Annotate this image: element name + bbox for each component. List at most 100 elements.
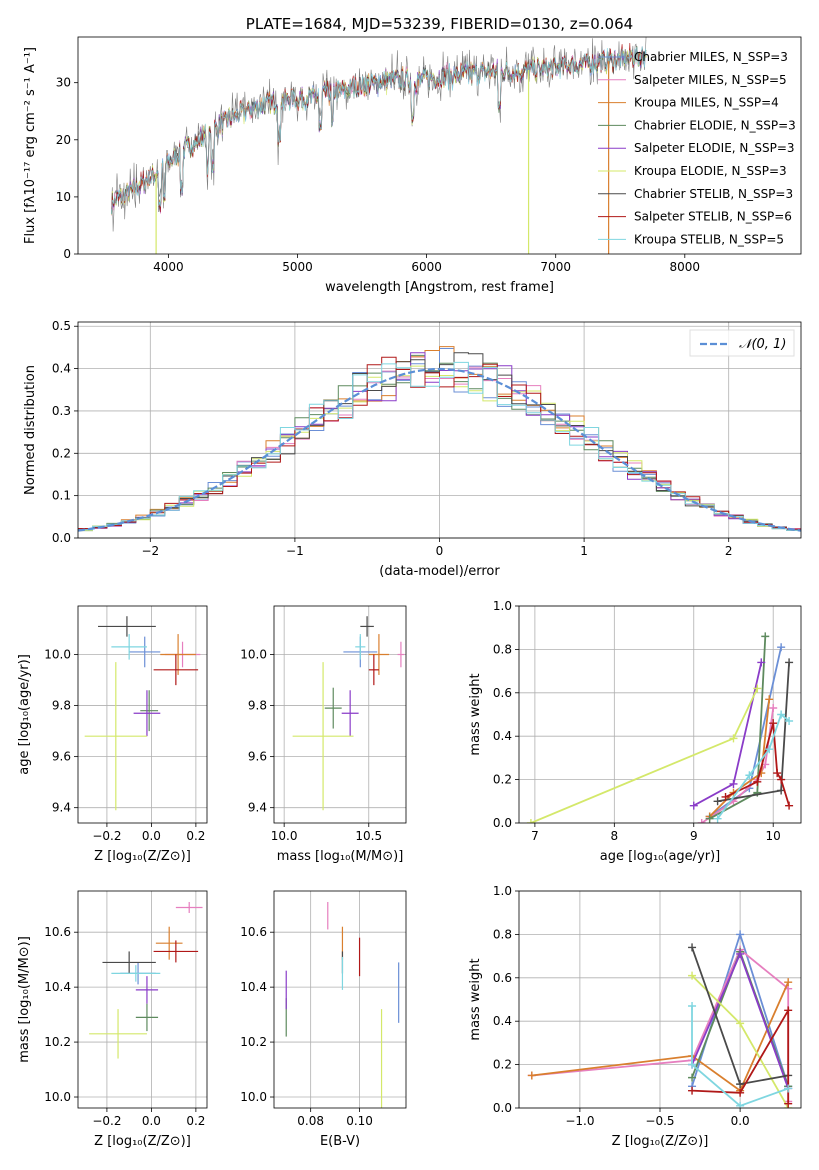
legend-label: 𝒩(0, 1): [739, 337, 786, 352]
y-tick-label: 0.2: [493, 773, 512, 787]
y-axis-label: Normed distribution: [23, 365, 38, 495]
model-spectrum: [111, 46, 647, 215]
weight-marker: [785, 801, 794, 810]
x-axis-label: mass [log₁₀(M/M⊙)]: [277, 849, 404, 864]
weight-marker: [688, 1086, 697, 1095]
y-tick-label: 0.0: [493, 1101, 512, 1115]
y-tick-label: 10.0: [240, 648, 267, 662]
weight_vs_Z-axes: −1.0 −0.5 0.0 0.0 0.2 0.4 0.6 0.8 1.0 Z [log₁₀(Z/…: [468, 884, 802, 1149]
y-tick-label: 0.4: [493, 729, 512, 743]
x-axis-label: Z [log₁₀(Z/Z⊙)]: [94, 1134, 191, 1149]
weight_vs_Z-frame: [518, 890, 802, 1109]
y-tick-label: 0.8: [493, 642, 512, 656]
y-axis-label: Flux [fλ10⁻¹⁷ erg cm⁻² s⁻¹ A⁻¹]: [23, 47, 38, 244]
weight-marker: [527, 1071, 536, 1080]
mass_vs_Z-plot: [89, 901, 203, 1059]
x-tick-label: 6000: [411, 260, 442, 274]
age_vs_mass-frame: [273, 605, 407, 824]
y-tick-label: 10.6: [240, 925, 267, 939]
weight-line: [716, 712, 790, 820]
x-tick-label: 4000: [153, 260, 184, 274]
chart-title: PLATE=1684, MJD=53239, FIBERID=0130, z=0…: [246, 15, 633, 33]
y-tick-label: 10.6: [44, 925, 71, 939]
y-tick-label: 9.8: [52, 699, 71, 713]
weight-marker: [785, 717, 794, 726]
residuals-plot: [78, 346, 801, 532]
y-tick-label: 10.0: [240, 1090, 267, 1104]
y-tick-label: 0: [63, 247, 71, 261]
legend-label: Chabrier MILES, N_SSP=3: [634, 50, 788, 64]
y-tick-label: 0.3: [52, 404, 71, 418]
age_vs_Z-axes: −0.2 0.0 0.2 9.4 9.6 9.8 10.0 Z [log₁₀(Z/Z⊙)] ag…: [17, 605, 208, 864]
weight_vs_age-plot: [526, 632, 794, 823]
mass_vs_Z-grid: [78, 891, 207, 1108]
x-tick-label: −1.0: [565, 1114, 594, 1128]
model-spectrum: [111, 48, 647, 213]
legend-label: Salpeter MILES, N_SSP=5: [634, 73, 787, 87]
weight-marker: [753, 684, 762, 693]
legend-label: Salpeter ELODIE, N_SSP=3: [634, 141, 795, 155]
normal-curve: [78, 367, 801, 532]
weight-marker: [761, 632, 770, 641]
x-tick-label: 8: [611, 829, 619, 843]
weight-marker: [729, 779, 738, 788]
y-tick-label: 10.0: [44, 1090, 71, 1104]
y-tick-label: 0.0: [493, 816, 512, 830]
legend-label: Chabrier STELIB, N_SSP=3: [634, 187, 793, 201]
x-axis-label: Z [log₁₀(Z/Z⊙)]: [612, 1134, 709, 1149]
y-tick-label: 9.8: [248, 699, 267, 713]
legend-label: Kroupa STELIB, N_SSP=5: [634, 232, 784, 246]
weight-marker: [688, 1060, 697, 1069]
weight-marker: [753, 777, 762, 786]
x-tick-label: 2: [725, 544, 733, 558]
x-tick-label: 0.10: [346, 1114, 373, 1128]
weight-line: [531, 981, 790, 1092]
weight-marker: [736, 1019, 745, 1028]
y-axis-label: mass weight: [468, 958, 483, 1040]
x-tick-label: −0.2: [92, 1114, 121, 1128]
weight-marker: [773, 769, 782, 778]
y-tick-label: 10.2: [240, 1035, 267, 1049]
y-tick-label: 9.4: [52, 801, 71, 815]
x-tick-label: −0.2: [92, 829, 121, 843]
weight-marker: [736, 1101, 745, 1108]
y-axis-label: mass weight: [468, 673, 483, 755]
y-tick-label: 0.4: [52, 362, 71, 376]
x-tick-label: 8000: [670, 260, 701, 274]
weight-marker: [769, 719, 778, 728]
weight-line: [691, 1007, 790, 1104]
weight-marker: [688, 971, 697, 980]
model-spectrum: [111, 47, 647, 215]
weight-marker: [785, 658, 794, 667]
mass_vs_EBV-plot: [285, 901, 400, 1108]
x-axis-label: wavelength [Angstrom, rest frame]: [325, 280, 554, 295]
y-tick-label: 0.2: [52, 446, 71, 460]
legend-box: [689, 329, 795, 357]
x-tick-label: 7: [531, 829, 539, 843]
y-tick-label: 9.4: [248, 801, 267, 815]
weight-marker: [765, 745, 774, 754]
x-tick-label: 0.0: [142, 1114, 161, 1128]
x-tick-label: 7000: [540, 260, 571, 274]
weight-marker: [745, 771, 754, 780]
spectrum-axes: 4000 5000 6000 7000 8000 0 10 20 30 wavelength [A…: [23, 36, 802, 295]
x-tick-label: 5000: [282, 260, 313, 274]
mass_vs_Z-axes: −0.2 0.0 0.2 10.0 10.2 10.4 10.6 Z [log₁₀(Z/Z⊙)…: [17, 890, 208, 1149]
weight-marker: [777, 775, 786, 784]
x-tick-label: 0.2: [186, 1114, 205, 1128]
weight-marker: [777, 643, 786, 652]
x-axis-label: E(B-V): [320, 1134, 360, 1149]
age_vs_mass-grid: [274, 606, 406, 823]
weight_vs_age-axes: 7 8 9 10 0.0 0.2 0.4 0.6 0.8 1.0 age [log₁₀(age/yr…: [468, 599, 802, 864]
residuals-axes: −2 −1 0 1 2 0.0 0.1 0.2 0.3 0.4 0.5 (data-model)/er…: [23, 319, 802, 579]
weight-marker: [765, 695, 774, 704]
y-tick-label: 0.8: [493, 927, 512, 941]
residuals-frame: [77, 321, 802, 539]
x-tick-label: 10: [766, 829, 781, 843]
model-spectrum: [111, 46, 647, 216]
weight_vs_age-frame: [518, 605, 802, 824]
weight-marker: [784, 1084, 793, 1093]
spectrum-legend: Chabrier MILES, N_SSP=3 Salpeter MILES, N…: [598, 50, 796, 246]
y-tick-label: 0.1: [52, 489, 71, 503]
x-tick-label: 0.2: [186, 829, 205, 843]
